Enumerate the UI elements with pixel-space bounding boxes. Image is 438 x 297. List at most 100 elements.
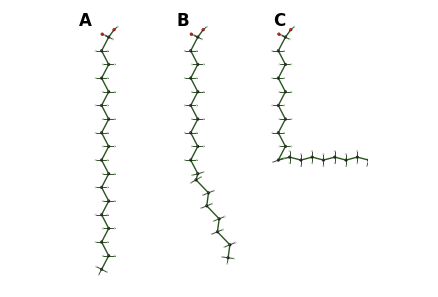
Circle shape — [192, 34, 194, 36]
Circle shape — [226, 256, 229, 259]
Circle shape — [345, 165, 346, 167]
Circle shape — [288, 39, 290, 40]
Circle shape — [365, 165, 367, 167]
Circle shape — [108, 118, 109, 119]
Circle shape — [101, 132, 102, 133]
Circle shape — [113, 146, 115, 147]
Circle shape — [234, 242, 236, 243]
Circle shape — [355, 156, 358, 159]
Circle shape — [100, 268, 102, 271]
Circle shape — [100, 241, 102, 243]
Circle shape — [276, 132, 279, 134]
Circle shape — [107, 172, 110, 175]
Circle shape — [195, 77, 197, 79]
Circle shape — [102, 91, 103, 93]
Circle shape — [229, 244, 230, 245]
Circle shape — [102, 200, 103, 202]
Circle shape — [333, 156, 334, 157]
Circle shape — [277, 33, 279, 35]
Circle shape — [283, 90, 286, 93]
Circle shape — [95, 105, 96, 106]
Circle shape — [311, 162, 312, 164]
Circle shape — [95, 132, 96, 134]
Circle shape — [311, 150, 312, 152]
Circle shape — [276, 104, 279, 107]
Circle shape — [103, 34, 105, 36]
Circle shape — [107, 63, 110, 66]
Circle shape — [356, 150, 357, 152]
Circle shape — [200, 176, 201, 178]
Circle shape — [216, 231, 217, 232]
Circle shape — [194, 178, 197, 181]
Circle shape — [95, 214, 96, 216]
Circle shape — [106, 159, 108, 161]
Circle shape — [101, 241, 102, 242]
Circle shape — [113, 173, 115, 175]
Circle shape — [106, 105, 108, 106]
Circle shape — [101, 214, 102, 215]
Circle shape — [202, 195, 203, 196]
Circle shape — [205, 205, 206, 206]
Circle shape — [195, 132, 197, 134]
Circle shape — [100, 186, 102, 189]
Circle shape — [195, 159, 197, 161]
Circle shape — [202, 91, 204, 93]
Circle shape — [202, 171, 204, 173]
Circle shape — [113, 64, 115, 65]
Circle shape — [290, 119, 291, 120]
Text: C: C — [272, 12, 285, 30]
Circle shape — [300, 165, 301, 167]
Circle shape — [184, 77, 185, 79]
Circle shape — [113, 29, 115, 31]
Circle shape — [95, 266, 97, 267]
Circle shape — [95, 77, 96, 79]
Circle shape — [189, 50, 191, 52]
Circle shape — [196, 36, 199, 39]
Circle shape — [113, 29, 114, 30]
Circle shape — [276, 159, 279, 162]
Circle shape — [218, 218, 219, 219]
Circle shape — [196, 118, 199, 121]
Circle shape — [101, 268, 102, 269]
Circle shape — [333, 150, 335, 152]
Circle shape — [344, 159, 346, 160]
Circle shape — [107, 90, 110, 93]
Circle shape — [283, 145, 286, 148]
Circle shape — [201, 29, 204, 31]
Circle shape — [233, 258, 234, 259]
Circle shape — [100, 77, 102, 79]
Circle shape — [100, 132, 102, 134]
Circle shape — [107, 200, 110, 203]
Circle shape — [288, 156, 289, 157]
Circle shape — [189, 77, 191, 79]
Circle shape — [277, 132, 278, 133]
Circle shape — [113, 91, 115, 93]
Circle shape — [299, 159, 301, 162]
Circle shape — [278, 119, 279, 120]
Circle shape — [213, 190, 214, 191]
Circle shape — [196, 172, 199, 175]
Circle shape — [196, 90, 199, 93]
Circle shape — [100, 159, 102, 162]
Circle shape — [207, 192, 209, 194]
Circle shape — [190, 33, 192, 35]
Circle shape — [223, 246, 225, 248]
Circle shape — [189, 132, 191, 134]
Circle shape — [278, 64, 279, 65]
Circle shape — [278, 146, 279, 147]
Circle shape — [226, 263, 227, 264]
Circle shape — [108, 36, 109, 37]
Circle shape — [290, 146, 291, 147]
Circle shape — [184, 50, 185, 52]
Circle shape — [95, 187, 96, 188]
Circle shape — [107, 36, 110, 39]
Circle shape — [190, 33, 191, 34]
Circle shape — [106, 187, 108, 188]
Circle shape — [322, 159, 323, 160]
Circle shape — [107, 254, 110, 257]
Circle shape — [106, 132, 108, 134]
Circle shape — [190, 50, 191, 51]
Circle shape — [196, 145, 199, 148]
Circle shape — [283, 105, 284, 106]
Circle shape — [190, 77, 191, 78]
